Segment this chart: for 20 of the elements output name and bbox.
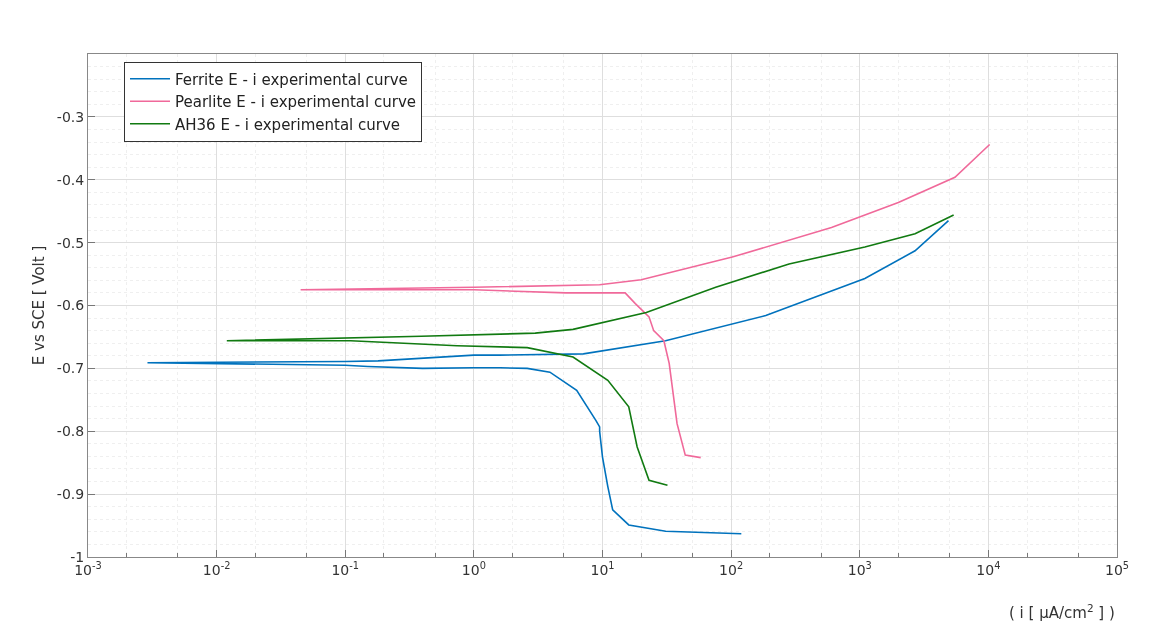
x-tick-label: 10$^{5}$	[1104, 559, 1130, 578]
y-tick-label: -0.8	[56, 423, 85, 440]
y-axis-title: E vs SCE [ Volt ]	[30, 245, 49, 366]
y-tick-label: -0.5	[56, 234, 85, 251]
legend-label: AH36 E - i experimental curve	[175, 115, 401, 134]
y-tick-label: -0.6	[56, 297, 85, 314]
legend-label: Ferrite E - i experimental curve	[175, 70, 408, 89]
y-tick-label: -0.7	[56, 360, 85, 377]
y-tick-label: -0.4	[56, 171, 85, 188]
x-tick-label: 10$^{1}$	[590, 559, 615, 578]
x-axis-title: ( i [ μA/cm$^{2}$ ] )	[1009, 602, 1115, 623]
legend-label: Pearlite E - i experimental curve	[175, 93, 416, 112]
y-tick-label: -0.3	[56, 108, 85, 125]
x-tick-label: 10$^{-2}$	[202, 559, 231, 578]
x-tick-label: 10$^{3}$	[847, 559, 872, 578]
x-tick-label: 10$^{-1}$	[331, 559, 360, 578]
x-tick-label: 10$^{2}$	[719, 559, 744, 578]
x-tick-label: 10$^{0}$	[461, 559, 486, 578]
y-tick-label: -0.9	[56, 486, 85, 503]
x-tick-label: 10$^{4}$	[976, 559, 1001, 578]
